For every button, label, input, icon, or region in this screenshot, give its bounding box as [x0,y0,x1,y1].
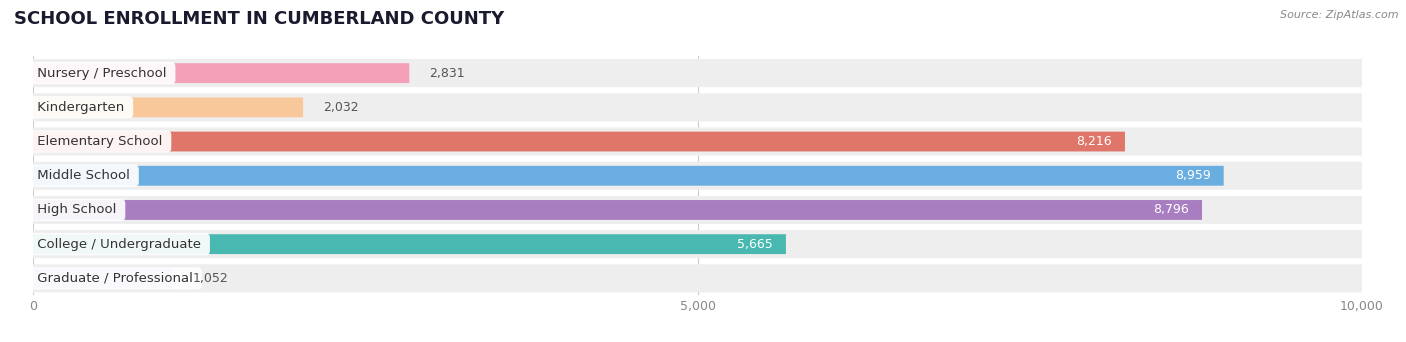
Text: Elementary School: Elementary School [34,135,167,148]
FancyBboxPatch shape [34,264,1362,292]
Text: Nursery / Preschool: Nursery / Preschool [34,67,170,80]
Text: 1,052: 1,052 [193,272,229,285]
FancyBboxPatch shape [34,200,1202,220]
Text: 2,032: 2,032 [323,101,359,114]
Text: High School: High School [34,203,121,216]
Text: College / Undergraduate: College / Undergraduate [34,238,205,251]
Text: Middle School: Middle School [34,169,134,182]
Text: Graduate / Professional: Graduate / Professional [34,272,197,285]
FancyBboxPatch shape [34,162,1362,190]
Text: Source: ZipAtlas.com: Source: ZipAtlas.com [1281,10,1399,20]
FancyBboxPatch shape [34,97,304,117]
FancyBboxPatch shape [34,230,1362,258]
FancyBboxPatch shape [34,132,1125,152]
FancyBboxPatch shape [34,63,409,83]
Text: 8,796: 8,796 [1153,203,1188,216]
FancyBboxPatch shape [34,93,1362,121]
FancyBboxPatch shape [34,268,173,288]
FancyBboxPatch shape [34,59,1362,87]
FancyBboxPatch shape [34,128,1362,156]
FancyBboxPatch shape [34,196,1362,224]
FancyBboxPatch shape [34,234,786,254]
Text: 5,665: 5,665 [737,238,773,251]
FancyBboxPatch shape [34,166,1223,186]
Text: SCHOOL ENROLLMENT IN CUMBERLAND COUNTY: SCHOOL ENROLLMENT IN CUMBERLAND COUNTY [14,10,505,28]
Text: Kindergarten: Kindergarten [34,101,128,114]
Text: 8,216: 8,216 [1076,135,1112,148]
Text: 2,831: 2,831 [429,67,465,80]
Text: 8,959: 8,959 [1174,169,1211,182]
